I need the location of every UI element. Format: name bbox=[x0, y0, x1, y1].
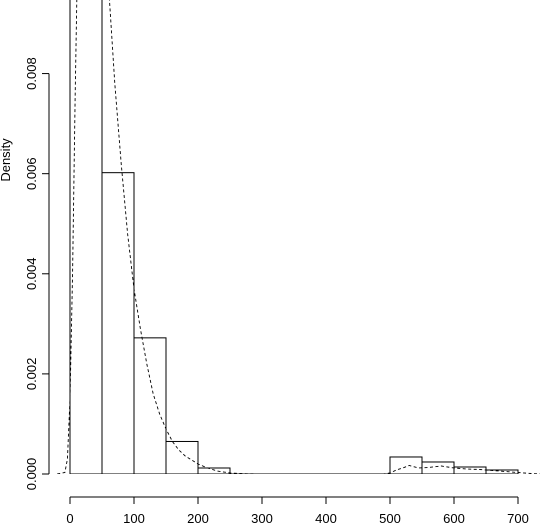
histogram-bar bbox=[101, 172, 135, 474]
x-tick-label: 400 bbox=[315, 511, 337, 526]
histogram-bar bbox=[165, 440, 199, 474]
y-tick-label: 0.008 bbox=[24, 57, 39, 90]
density-curve bbox=[57, 0, 540, 474]
x-tick-label: 200 bbox=[187, 511, 209, 526]
y-axis-title: Density bbox=[0, 138, 13, 182]
histogram-bars bbox=[69, 0, 519, 474]
x-tick-label: 0 bbox=[66, 511, 73, 526]
x-tick-label: 700 bbox=[507, 511, 529, 526]
y-tick-label: 0.006 bbox=[24, 157, 39, 190]
y-tick-label: 0.004 bbox=[24, 258, 39, 291]
y-tick-label: 0.000 bbox=[24, 458, 39, 491]
x-tick-label: 300 bbox=[251, 511, 273, 526]
histogram-bar bbox=[69, 0, 103, 474]
y-tick-label: 0.002 bbox=[24, 358, 39, 391]
histogram-bar bbox=[389, 456, 423, 474]
x-axis: 0 100 200 300 400 500 600 700 bbox=[66, 496, 529, 526]
histogram-bar bbox=[197, 467, 231, 474]
x-tick-label: 600 bbox=[443, 511, 465, 526]
histogram-bar bbox=[133, 337, 167, 474]
density-curve-layer bbox=[57, 0, 540, 474]
x-tick-label: 500 bbox=[379, 511, 401, 526]
y-axis: 0.000 0.002 0.004 0.006 0.008 bbox=[24, 57, 50, 491]
x-tick-label: 100 bbox=[123, 511, 145, 526]
